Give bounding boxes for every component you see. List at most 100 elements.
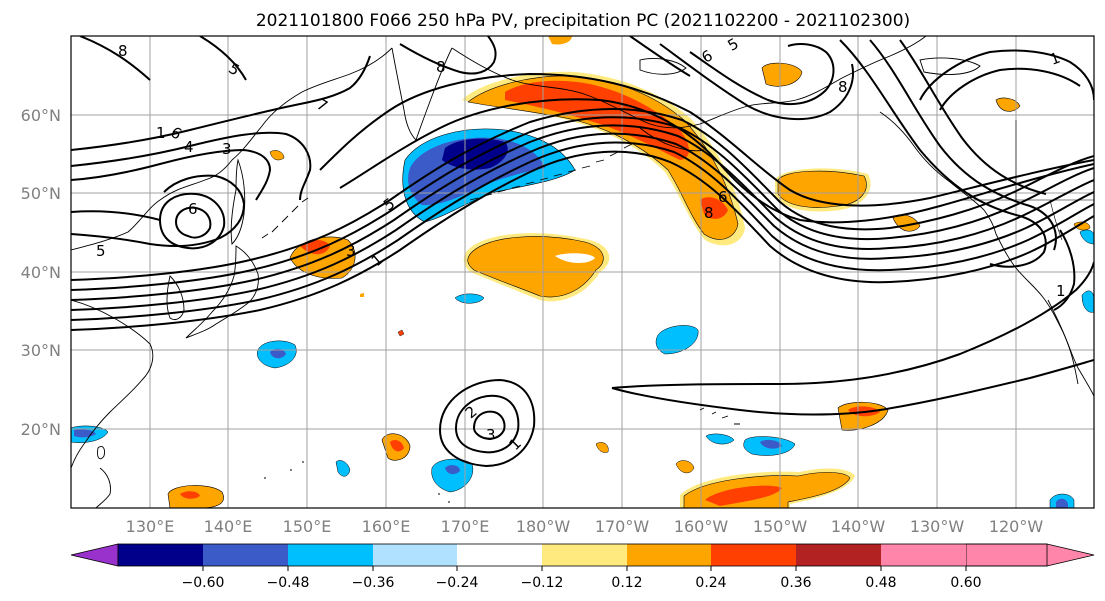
colorbar-tick-label: 0.12 [611, 575, 642, 591]
pv-vortex-20n-170e-mid [454, 394, 520, 454]
positive-patch-12n-150w-core [705, 485, 782, 506]
positive-patch-63n-150w [761, 62, 803, 87]
positive-patch-43n-112w [1073, 221, 1091, 231]
positive-patch-52n-148e [269, 150, 285, 161]
taiwan-coast [97, 445, 105, 460]
positive-patch-60n-130w [995, 97, 1021, 112]
pv-contour-11 [71, 148, 272, 201]
pv-contour-gulf-ridge [689, 43, 835, 106]
pv-contour-12 [71, 174, 246, 247]
pv-contour-2 [71, 141, 1094, 321]
sakhalin-coast [230, 158, 246, 245]
lon-label-140w: 140°W [831, 517, 886, 536]
negative-patch-12n-115w-core [1056, 498, 1068, 508]
negative-patch-20n-150w-core [760, 439, 782, 449]
lon-label-130w: 130°W [910, 517, 965, 536]
negative-patch-37n-170e [454, 293, 485, 304]
negative-patch-17n-155e [335, 460, 351, 477]
pv-contour-gulf-ridge-2 [659, 43, 854, 121]
colorbar-tick-label: 0.48 [865, 575, 896, 591]
pv-vortex-48n-140e-inner [174, 206, 212, 239]
contour-label: 8 [838, 78, 848, 96]
pv-contour-13 [71, 210, 161, 221]
positive-patch-48n-148w-orange [777, 170, 867, 208]
pv-contour-3 [71, 132, 1094, 311]
latitude-labels: 60°N 50°N 40°N 30°N 20°N [21, 106, 61, 439]
colorbar-tick-label: −0.48 [267, 575, 310, 591]
positive-patch-40n-170e-hole [555, 253, 595, 263]
japan-coast [185, 245, 259, 339]
lat-label-30n: 30°N [21, 341, 61, 360]
pv-vortex-20n-170e-inner [472, 410, 506, 440]
lon-label-150w: 150°W [753, 517, 808, 536]
positive-patch-20n-158e-core [390, 440, 404, 452]
colorbar-segment [457, 544, 542, 566]
contour-label: 8 [704, 204, 714, 222]
colorbar-tick-labels: −0.60 −0.48 −0.36 −0.24 −0.12 0.12 0.24 … [182, 575, 982, 591]
contour-label: 6 [188, 200, 198, 218]
pv-contour-7 [339, 98, 1094, 224]
contour-label: 8 [118, 42, 128, 60]
pv-contour-trough-pnw-3 [899, 39, 1047, 195]
pv-contour-trough-pnw-1 [839, 39, 1047, 268]
negative-patch-20n-160w [705, 433, 735, 445]
north-america-coast [995, 233, 1094, 397]
contour-label: 6 [718, 188, 728, 206]
pv-contour-cut-off-us [1053, 229, 1076, 311]
lon-label-140e: 140°E [204, 517, 253, 536]
contour-label: 8 [436, 58, 446, 76]
aleutian-low-negative-core [442, 138, 508, 170]
kurils-islands [261, 197, 309, 239]
lon-label-130e: 130°E [126, 517, 175, 536]
lat-label-60n: 60°N [21, 106, 61, 125]
contour-label: 4 [184, 138, 194, 156]
contour-label: 5 [96, 242, 106, 260]
pv-contour-arctic-1 [629, 36, 691, 77]
lat-label-50n: 50°N [21, 184, 61, 203]
colorbar-outline [117, 543, 1048, 567]
colorbar-segment [881, 544, 966, 566]
colorbar-segment [627, 544, 711, 566]
hawaii-islands [699, 407, 740, 425]
lon-label-180w: 180°W [516, 517, 571, 536]
pv-contour-ne-low-2 [939, 67, 1081, 111]
positive-patch-17n-165w [675, 460, 695, 474]
colorbar-extend-high [965, 543, 1095, 567]
pv-contour-1 [71, 150, 1094, 331]
pv-contour-4 [71, 124, 1094, 301]
contour-label: 1 [156, 124, 166, 142]
colorbar-segment [711, 544, 796, 566]
arctic-islands [639, 57, 981, 75]
micronesia-dots [264, 461, 450, 503]
positive-patch-12n-140e-core [180, 491, 200, 499]
negative-patch-18n-170e-core [445, 465, 460, 475]
positive-patch-18n-175e [595, 442, 609, 453]
positive-patch-69n-175e [548, 36, 572, 45]
colorbar: −0.60 −0.48 −0.36 −0.24 −0.12 0.12 0.24 … [70, 543, 1095, 591]
pv-contour-6 [71, 108, 1094, 281]
negative-precip-shading [71, 128, 1094, 508]
map-border [70, 35, 1095, 509]
asia-coast [71, 47, 393, 251]
lon-label-160w: 160°W [674, 517, 729, 536]
positive-patch-40n-170e-orange [467, 236, 604, 298]
lon-label-170e: 170°E [441, 517, 490, 536]
pv-vortex-48n-140e-outer [158, 192, 226, 250]
pv-contour-8 [319, 72, 1094, 207]
pv-contour-nw-corner [79, 36, 151, 81]
colorbar-tick-label: 0.60 [950, 575, 981, 591]
colorbar-segment [118, 544, 203, 566]
contour-label: 3 [346, 242, 356, 260]
longitude-labels: 130°E 140°E 150°E 160°E 170°E 180°W 170°… [126, 517, 1044, 536]
positive-dot-35n-160e [397, 329, 405, 337]
lon-label-160e: 160°E [362, 517, 411, 536]
pv-contour-nw-2 [199, 36, 247, 81]
positive-dot-37n-152e [360, 293, 364, 297]
colorbar-segment [796, 544, 881, 566]
colorbar-segment [373, 544, 457, 566]
pv-contour-subtropical-2 [611, 359, 1094, 416]
baja-coast [1047, 299, 1079, 385]
colorbar-ticks [202, 566, 967, 571]
